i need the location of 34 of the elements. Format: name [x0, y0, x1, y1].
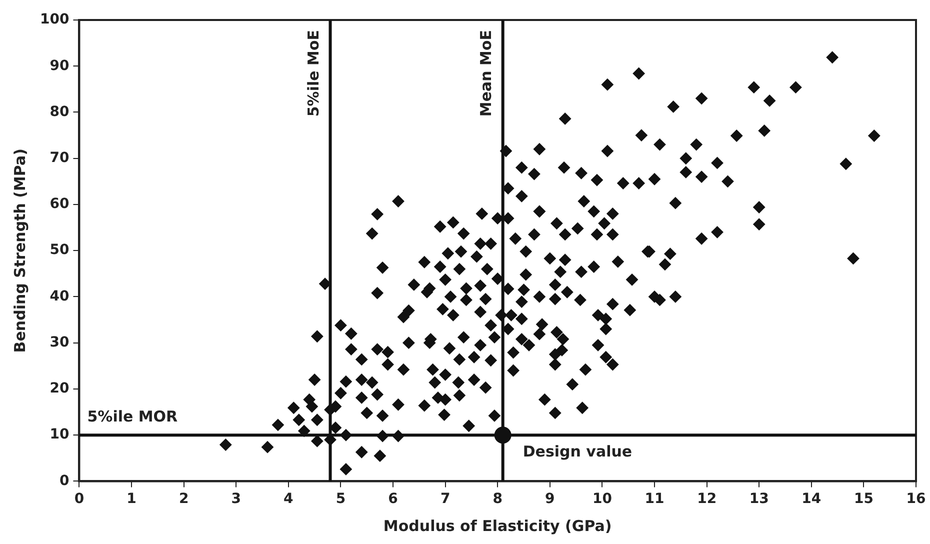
- y-tick-label: 100: [40, 12, 70, 28]
- y-tick-label: 30: [50, 334, 70, 350]
- y-tick-label: 80: [50, 104, 70, 120]
- x-tick-label: 12: [697, 491, 717, 508]
- x-tick-label: 15: [854, 491, 874, 508]
- x-tick-label: 0: [74, 491, 84, 508]
- x-tick-label: 13: [749, 491, 769, 508]
- x-tick-label: 5: [336, 491, 346, 508]
- x-tick-label: 8: [492, 491, 502, 508]
- y-tick-label: 70: [50, 150, 70, 166]
- y-tick-label: 10: [50, 426, 70, 443]
- y-tick-label: 40: [50, 288, 70, 304]
- x-tick-label: 1: [126, 491, 136, 508]
- y-tick-label: 60: [50, 196, 70, 212]
- ref-line-label: Mean MoE: [477, 30, 496, 117]
- x-tick-label: 14: [802, 491, 822, 508]
- x-tick-label: 7: [440, 491, 450, 508]
- x-tick-label: 4: [284, 491, 294, 508]
- x-tick-label: 9: [545, 491, 555, 508]
- x-axis-title: Modulus of Elasticity (GPa): [383, 516, 612, 535]
- x-tick-label: 10: [592, 491, 612, 508]
- ref-line-label: 5%ile MOR: [87, 407, 178, 426]
- y-tick-label: 20: [50, 380, 70, 397]
- x-tick-label: 6: [388, 491, 398, 508]
- x-tick-label: 16: [906, 491, 926, 508]
- annotation: Design value: [522, 442, 632, 460]
- y-tick-label: 90: [50, 58, 70, 74]
- y-axis-title: Bending Strength (MPa): [10, 148, 29, 353]
- x-tick-label: 2: [178, 491, 189, 508]
- y-tick-label: 50: [50, 242, 70, 258]
- ref-line-label: 5%ile MoE: [304, 30, 323, 117]
- y-tick-label: 0: [59, 472, 70, 489]
- x-tick-label: 11: [644, 491, 664, 508]
- x-tick-label: 3: [231, 491, 241, 508]
